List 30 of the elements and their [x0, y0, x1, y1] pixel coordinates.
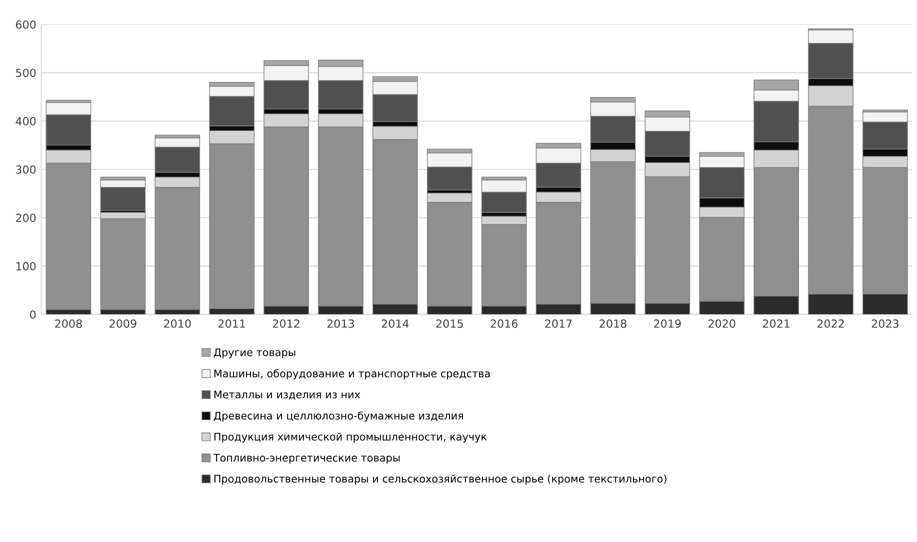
legend-label: Продукция химической промышленности, каучук [214, 432, 487, 443]
x-tick-label: 2011 [218, 319, 245, 328]
y-tick-label: 300 [16, 165, 36, 174]
y-tick-label: 200 [16, 214, 36, 222]
legend-label: Металлы и изделия из них [214, 390, 360, 400]
x-tick-label: 2014 [382, 319, 409, 328]
y-tick-label: 100 [16, 262, 36, 270]
x-tick-label: 2015 [436, 319, 463, 328]
x-tick-label: 2009 [110, 319, 136, 328]
x-tick-label: 2023 [872, 319, 898, 328]
x-tick-label: 2021 [762, 319, 790, 328]
x-tick-label: 2018 [600, 319, 626, 328]
legend-label: Топливно-энергетические товары [213, 454, 400, 464]
y-tick-label: 500 [16, 68, 36, 78]
x-tick-label: 2008 [55, 319, 82, 328]
x-tick-label: 2022 [817, 319, 844, 328]
legend-label: Машины, оборудование и транспортные средства [214, 369, 490, 380]
y-tick-label: 600 [16, 20, 36, 29]
x-tick-label: 2013 [327, 319, 354, 328]
legend-label: Продовольственные товары и сельскохозяйственное сырье (кроме текстильного) [214, 474, 666, 485]
y-tick-label: 0 [30, 310, 36, 319]
x-tick-label: 2017 [545, 319, 572, 328]
y-tick-label: 400 [16, 117, 36, 126]
x-tick-label: 2020 [708, 319, 736, 328]
x-tick-label: 2016 [490, 319, 518, 328]
legend-label: Древесина и целлюлозно-бумажные изделия [214, 411, 463, 422]
x-tick-label: 2019 [654, 319, 681, 328]
legend-label: Другие товары [214, 348, 296, 358]
x-tick-label: 2010 [164, 319, 191, 328]
x-tick-label: 2012 [272, 319, 300, 328]
